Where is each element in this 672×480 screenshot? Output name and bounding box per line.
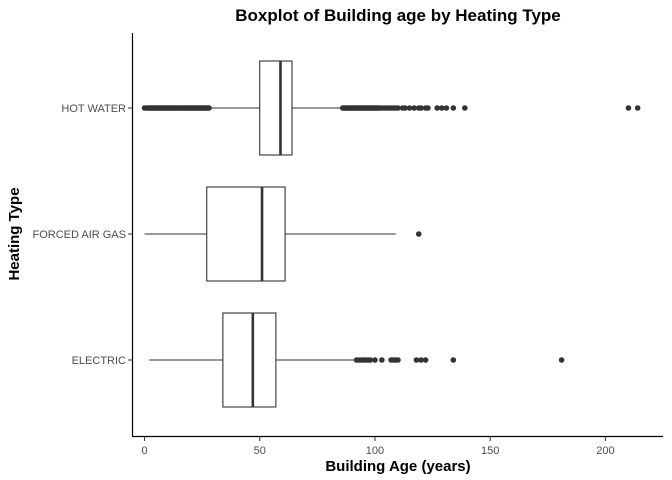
outlier-point: [413, 357, 420, 363]
box-forced-air-gas: [144, 186, 422, 282]
outlier-point: [443, 105, 450, 111]
chart-title: Boxplot of Building age by Heating Type: [235, 6, 561, 25]
outlier-point: [438, 105, 445, 111]
outlier-point: [206, 105, 212, 111]
y-tick-label-forced-air-gas: FORCED AIR GAS: [32, 229, 126, 241]
outlier-point: [402, 105, 408, 111]
outlier-point: [367, 357, 374, 363]
y-axis-title: Heating Type: [6, 187, 23, 280]
y-tick-label-electric: ELECTRIC: [72, 355, 126, 367]
outlier-point: [450, 105, 457, 111]
box-hot-water: [141, 60, 641, 156]
x-tick-label: 200: [596, 445, 614, 457]
outlier-point: [395, 357, 401, 363]
x-tick-label: 100: [366, 445, 384, 457]
box-electric: [149, 312, 565, 408]
outlier-point: [415, 231, 422, 237]
y-axis-ticks: HOT WATER FORCED AIR GAS ELECTRIC: [32, 103, 132, 367]
outlier-point: [395, 105, 401, 111]
iqr-box: [222, 312, 277, 408]
iqr-box: [259, 60, 293, 156]
iqr-box: [206, 186, 286, 282]
outlier-point: [379, 357, 385, 363]
outlier-point: [625, 105, 632, 111]
x-tick-label: 50: [254, 445, 266, 457]
outlier-point: [634, 105, 641, 111]
outlier-point: [372, 357, 378, 363]
outlier-point: [450, 357, 457, 363]
outlier-point: [462, 105, 468, 111]
x-axis-title: Building Age (years): [325, 458, 470, 475]
x-tick-label: 0: [141, 445, 147, 457]
y-tick-label-hot-water: HOT WATER: [61, 103, 126, 115]
outlier-point: [434, 105, 440, 111]
outlier-point: [418, 105, 424, 111]
plot-area: [141, 60, 641, 408]
outlier-point: [422, 357, 429, 363]
x-axis-ticks: 0 50 100 150 200: [141, 437, 615, 457]
outlier-point: [406, 105, 413, 111]
outlier-point: [425, 105, 431, 111]
outlier-point: [411, 105, 417, 111]
x-tick-label: 150: [481, 445, 499, 457]
outlier-point: [558, 357, 565, 363]
outlier-point: [418, 357, 424, 363]
